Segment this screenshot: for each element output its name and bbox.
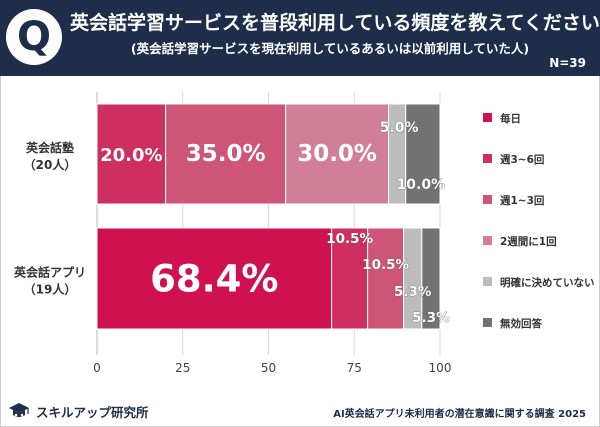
legend-swatch bbox=[483, 277, 492, 286]
page-subtitle: (英会話学習サービスを現在利用しているあるいは以前利用していた人) bbox=[130, 41, 530, 56]
bar-segment bbox=[331, 227, 369, 330]
data-labels: 20.0% 35.0% 30.0%5.0% 10.0% 68.4% 10.5% 10.5% 5… bbox=[100, 120, 450, 327]
bar-segment bbox=[165, 103, 287, 205]
legend-label: 週3~6回 bbox=[500, 154, 544, 166]
data-label: 30.0% bbox=[297, 141, 377, 167]
legend-swatch bbox=[483, 113, 492, 122]
page-title: 英会話学習サービスを普段利用している頻度を教えてください bbox=[70, 12, 600, 34]
x-tick-label: 75 bbox=[347, 361, 362, 375]
bar-segment bbox=[421, 227, 441, 330]
data-label: 5.3% bbox=[412, 310, 450, 326]
bar-segment bbox=[367, 227, 405, 330]
data-label: 5.0% bbox=[380, 120, 419, 136]
bar-segment bbox=[96, 103, 167, 205]
graduation-cap-icon bbox=[9, 403, 29, 417]
data-label: 68.4% bbox=[150, 258, 278, 301]
question-badge: Q bbox=[6, 9, 62, 65]
data-label: 10.5% bbox=[326, 231, 373, 247]
legend-label: 明確に決めていない bbox=[500, 276, 595, 289]
bar-segment bbox=[96, 227, 333, 330]
stacked-bar-chart: 20.0% 35.0% 30.0%5.0% 10.0% 68.4% 10.5% 10.5% 5… bbox=[14, 92, 595, 375]
legend-label: 無効回答 bbox=[500, 317, 542, 330]
data-label: 5.3% bbox=[394, 284, 432, 300]
category-sublabel: （19人） bbox=[24, 282, 77, 297]
legend-label: 週1~3回 bbox=[500, 195, 544, 207]
question-header: Q 英会話学習サービスを普段利用している頻度を教えてください (英会話学習サービ… bbox=[0, 0, 600, 76]
data-label: 35.0% bbox=[186, 141, 266, 167]
x-tick-label: 50 bbox=[261, 361, 276, 375]
x-tick-label: 100 bbox=[429, 361, 452, 375]
x-tick-label: 0 bbox=[93, 361, 101, 375]
legend-swatch bbox=[483, 195, 492, 204]
bar-segment bbox=[405, 103, 441, 205]
category-labels: 英会話塾 （20人） 英会話アプリ （19人） bbox=[14, 140, 86, 297]
category-label: 英会話アプリ bbox=[14, 265, 86, 280]
legend-swatch bbox=[483, 154, 492, 163]
x-axis-ticks: 0 25 50 75 100 bbox=[93, 361, 451, 375]
legend-label: 2週間に1回 bbox=[500, 236, 557, 248]
category-sublabel: （20人） bbox=[24, 157, 77, 172]
bar-segments bbox=[96, 103, 441, 330]
source-note: AI英会話アプリ未利用者の潜在意識に関する調査 2025 bbox=[333, 409, 586, 420]
sample-size: N=39 bbox=[549, 56, 586, 70]
data-label: 10.5% bbox=[362, 257, 409, 273]
legend-swatch bbox=[483, 236, 492, 245]
brand-name: スキルアップ研究所 bbox=[36, 404, 149, 420]
legend-swatch bbox=[483, 318, 492, 327]
legend-label: 毎日 bbox=[500, 112, 521, 125]
data-label: 10.0% bbox=[397, 177, 446, 193]
x-tick-label: 25 bbox=[175, 361, 190, 375]
brand-logo: スキルアップ研究所 bbox=[8, 400, 149, 422]
category-label: 英会話塾 bbox=[26, 140, 74, 155]
data-label: 20.0% bbox=[100, 145, 162, 166]
